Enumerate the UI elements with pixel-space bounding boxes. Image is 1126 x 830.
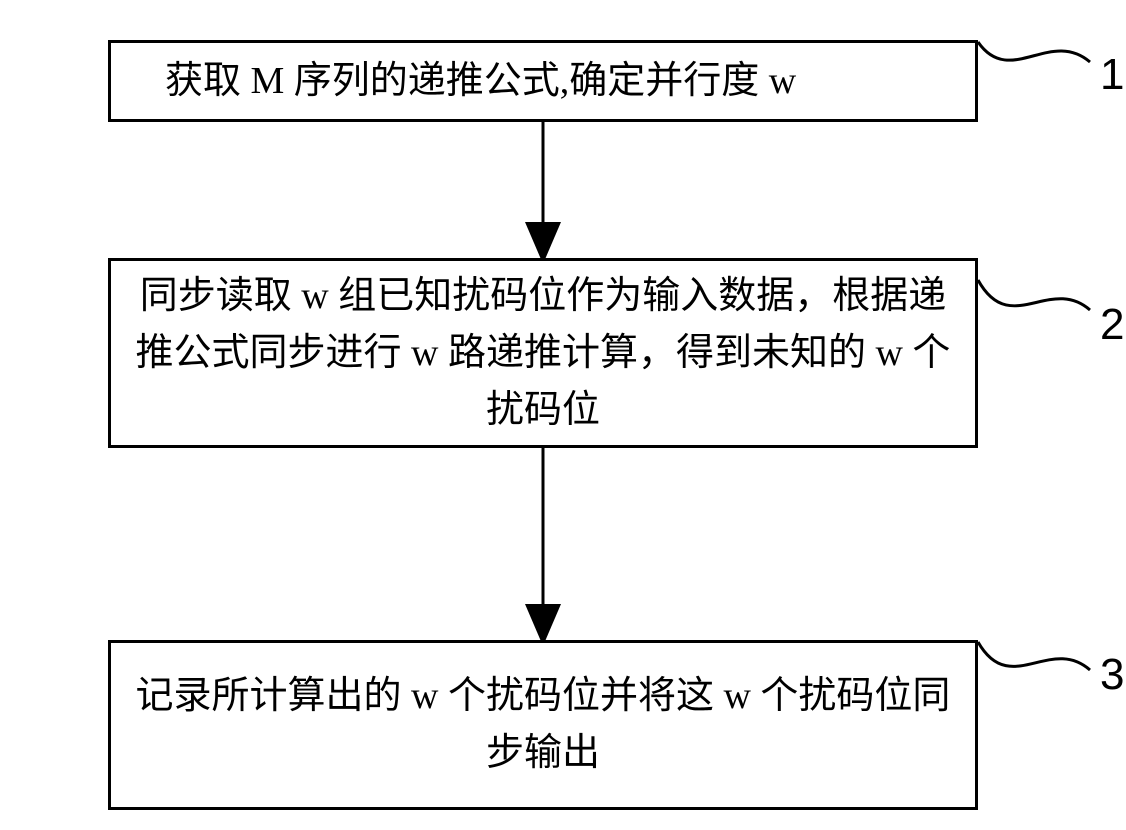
step-text: 获取 M 序列的递推公式,确定并行度 w — [135, 53, 951, 110]
step-label-1: 1 — [1100, 50, 1124, 100]
step-text: 同步读取 w 组已知扰码位作为输入数据，根据递推公式同步进行 w 路递推计算，得… — [135, 268, 951, 439]
label-connector-1 — [978, 42, 1090, 62]
flowchart-step-1: 获取 M 序列的递推公式,确定并行度 w — [108, 40, 978, 122]
label-connector-2 — [978, 280, 1090, 310]
step-label-3: 3 — [1100, 650, 1124, 700]
step-label-2: 2 — [1100, 300, 1124, 350]
label-connector-3 — [978, 642, 1090, 670]
curves-group — [978, 42, 1090, 670]
flowchart-step-3: 记录所计算出的 w 个扰码位并将这 w 个扰码位同步输出 — [108, 640, 978, 810]
flowchart-step-2: 同步读取 w 组已知扰码位作为输入数据，根据递推公式同步进行 w 路递推计算，得… — [108, 258, 978, 448]
step-text: 记录所计算出的 w 个扰码位并将这 w 个扰码位同步输出 — [135, 668, 951, 782]
